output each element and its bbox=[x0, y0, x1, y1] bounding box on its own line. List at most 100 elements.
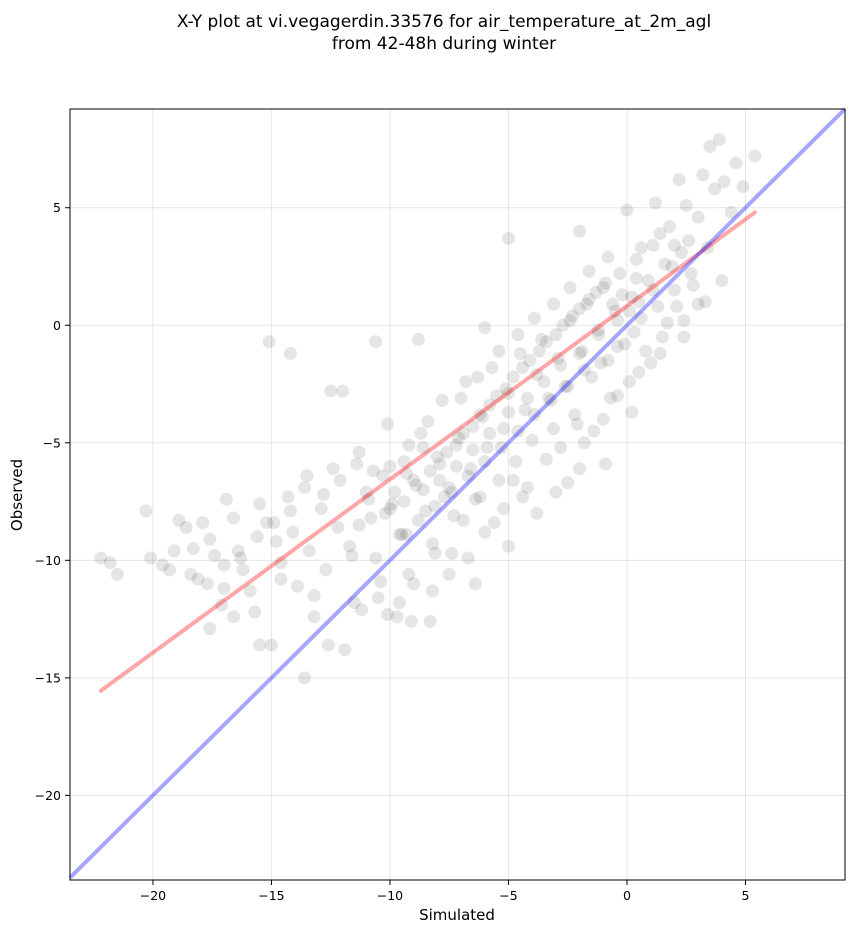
scatter-point bbox=[599, 457, 613, 471]
scatter-point bbox=[248, 605, 262, 619]
scatter-point bbox=[501, 231, 515, 245]
scatter-point bbox=[674, 245, 688, 259]
scatter-point bbox=[520, 480, 534, 494]
scatter-point bbox=[319, 563, 333, 577]
scatter-point bbox=[729, 156, 743, 170]
scatter-point bbox=[629, 271, 643, 285]
scatter-point bbox=[506, 473, 520, 487]
scatter-point bbox=[302, 544, 316, 558]
scatter-point bbox=[355, 603, 369, 617]
scatter-point bbox=[191, 572, 205, 586]
scatter-point bbox=[620, 203, 634, 217]
scatter-point bbox=[625, 405, 639, 419]
x-tick-label: 5 bbox=[741, 888, 749, 903]
y-axis-label: Observed bbox=[8, 459, 26, 531]
scatter-point bbox=[347, 596, 361, 610]
scatter-point bbox=[167, 544, 181, 558]
scatter-point bbox=[682, 234, 696, 248]
scatter-point bbox=[400, 527, 414, 541]
scatter-point bbox=[407, 473, 421, 487]
scatter-point bbox=[383, 502, 397, 516]
scatter-point bbox=[447, 509, 461, 523]
scatter-point bbox=[326, 462, 340, 476]
scatter-point bbox=[485, 361, 499, 375]
scatter-point bbox=[492, 473, 506, 487]
scatter-point bbox=[653, 227, 667, 241]
x-tick-label: −15 bbox=[258, 888, 284, 903]
scatter-point bbox=[513, 346, 527, 360]
scatter-point bbox=[537, 375, 551, 389]
scatter-point bbox=[639, 344, 653, 358]
scatter-point bbox=[556, 318, 570, 332]
scatter-point bbox=[231, 544, 245, 558]
x-tick-label: 0 bbox=[623, 888, 631, 903]
scatter-point bbox=[715, 274, 729, 288]
scatter-point bbox=[608, 304, 622, 318]
scatter-point bbox=[644, 356, 658, 370]
scatter-point bbox=[610, 389, 624, 403]
scatter-point bbox=[641, 274, 655, 288]
scatter-point bbox=[144, 551, 158, 565]
scatter-point bbox=[364, 511, 378, 525]
scatter-point bbox=[490, 389, 504, 403]
scatter-point bbox=[217, 582, 231, 596]
scatter-point bbox=[492, 344, 506, 358]
scatter-point bbox=[456, 513, 470, 527]
identity-line bbox=[68, 107, 847, 880]
scatter-point bbox=[236, 563, 250, 577]
scatter-point bbox=[546, 297, 560, 311]
scatter-point bbox=[440, 445, 454, 459]
scatter-point bbox=[466, 443, 480, 457]
scatter-point bbox=[274, 556, 288, 570]
scatter-point bbox=[423, 614, 437, 628]
y-tick-label: −10 bbox=[35, 553, 61, 568]
scatter-point bbox=[445, 546, 459, 560]
scatter-point bbox=[482, 426, 496, 440]
scatter-point bbox=[596, 412, 610, 426]
scatter-point bbox=[419, 504, 433, 518]
scatter-point bbox=[452, 431, 466, 445]
scatter-point bbox=[736, 180, 750, 194]
scatter-point bbox=[520, 391, 534, 405]
scatter-point bbox=[234, 551, 248, 565]
scatter-point bbox=[281, 490, 295, 504]
scatter-point bbox=[402, 567, 416, 581]
scatter-point bbox=[592, 328, 606, 342]
scatter-point bbox=[487, 516, 501, 530]
scatter-point bbox=[366, 464, 380, 478]
scatter-point bbox=[179, 520, 193, 534]
scatter-point bbox=[482, 398, 496, 412]
scatter-point bbox=[437, 490, 451, 504]
scatter-point bbox=[426, 537, 440, 551]
scatter-point bbox=[622, 304, 636, 318]
scatter-point bbox=[442, 567, 456, 581]
chart-title-line2: from 42-48h during winter bbox=[332, 34, 556, 54]
scatter-point bbox=[646, 238, 660, 252]
scatter-point bbox=[656, 330, 670, 344]
scatter-point bbox=[506, 370, 520, 384]
y-axis-ticks: −20 −15 −10 −5 0 5 bbox=[35, 200, 70, 803]
scatter-point bbox=[203, 621, 217, 635]
scatter-point bbox=[573, 346, 587, 360]
scatter-point bbox=[381, 607, 395, 621]
scatter-point bbox=[407, 577, 421, 591]
scatter-point bbox=[558, 379, 572, 393]
scatter-point bbox=[298, 480, 312, 494]
scatter-point bbox=[274, 572, 288, 586]
scatter-point bbox=[409, 478, 423, 492]
scatter-point bbox=[217, 558, 231, 572]
scatter-point bbox=[577, 363, 591, 377]
scatter-point bbox=[283, 346, 297, 360]
scatter-point bbox=[314, 502, 328, 516]
scatter-point bbox=[390, 610, 404, 624]
scatter-point bbox=[577, 436, 591, 450]
scatter-point bbox=[677, 314, 691, 328]
scatter-point bbox=[445, 485, 459, 499]
x-tick-label: −10 bbox=[377, 888, 403, 903]
scatter-point bbox=[580, 297, 594, 311]
scatter-point bbox=[307, 589, 321, 603]
scatter-point bbox=[338, 643, 352, 657]
scatter-point bbox=[618, 337, 632, 351]
